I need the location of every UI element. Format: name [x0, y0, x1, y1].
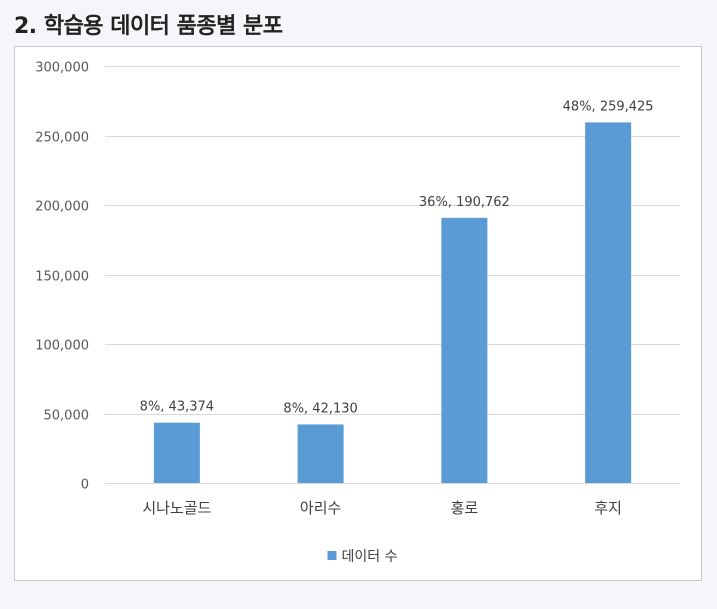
bar [153, 422, 200, 483]
y-tick-label: 50,000 [44, 409, 90, 424]
bars [153, 122, 632, 484]
category-label: 후지 [594, 499, 622, 517]
category-label: 아리수 [300, 499, 341, 517]
y-tick-label: 150,000 [35, 270, 89, 285]
data-label: 8%, 42,130 [283, 401, 357, 416]
page-title: 2. 학습용 데이터 품종별 분포 [14, 14, 283, 39]
bar [585, 122, 632, 484]
gridlines [105, 66, 680, 484]
legend-label: 데이터 수 [342, 549, 398, 565]
legend-swatch [327, 551, 337, 560]
category-label: 시나노골드 [142, 499, 211, 517]
data-labels: 8%, 43,374 8%, 42,130 36%, 190,762 48%, 259… [140, 99, 654, 416]
bar-chart: 0 50,000 100,000 150,000 200,000 250,000 300,0… [35, 61, 680, 565]
y-tick-label: 200,000 [35, 200, 89, 215]
y-tick-label: 0 [81, 478, 89, 493]
bar [297, 424, 344, 483]
bar [441, 217, 488, 483]
y-tick-label: 100,000 [35, 339, 89, 354]
y-axis-tick-labels: 0 50,000 100,000 150,000 200,000 250,000 300,0… [35, 61, 89, 493]
category-label: 홍로 [451, 499, 479, 517]
data-label: 8%, 43,374 [140, 400, 214, 415]
x-axis-category-labels: 시나노골드 아리수 홍로 후지 [142, 499, 622, 517]
y-tick-label: 250,000 [35, 131, 89, 146]
y-tick-label: 300,000 [35, 61, 89, 76]
chart-container: 0 50,000 100,000 150,000 200,000 250,000 300,0… [14, 46, 702, 581]
data-label: 48%, 259,425 [563, 99, 654, 114]
legend: 데이터 수 [327, 549, 398, 565]
data-label: 36%, 190,762 [419, 195, 510, 210]
